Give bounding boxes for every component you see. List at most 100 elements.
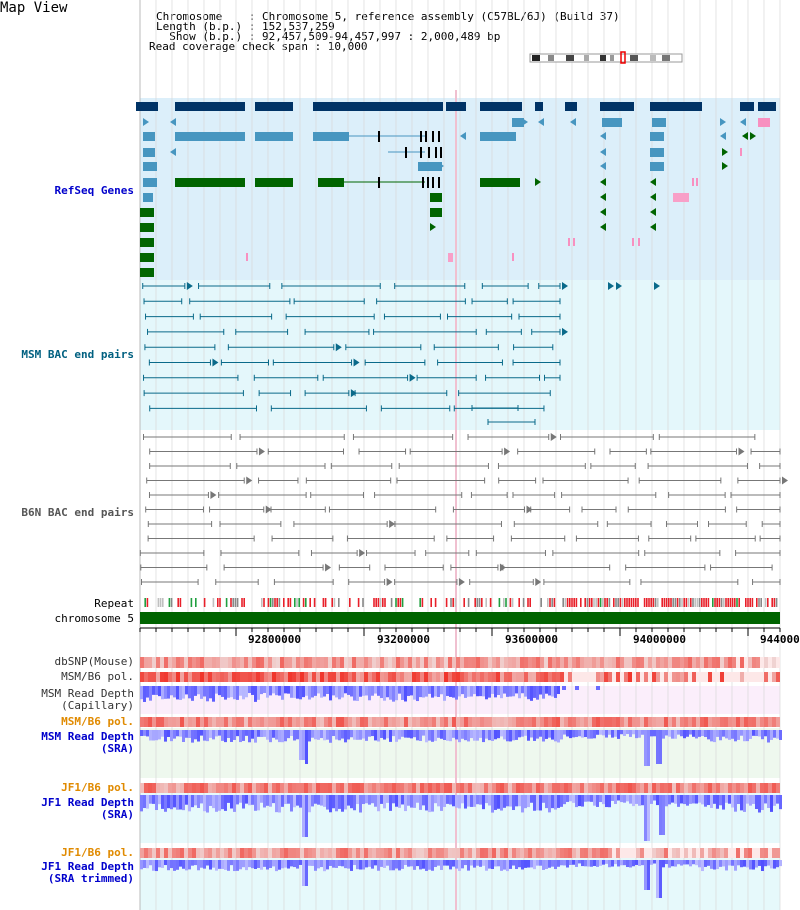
msm-depth-sra-bar <box>350 730 353 738</box>
msm-pol2-cell <box>216 717 220 727</box>
msm-pol-cell <box>528 672 532 682</box>
repeat-element <box>217 598 219 607</box>
msm-depth-sra-bar <box>395 730 398 742</box>
msm-pol2-cell <box>300 717 304 727</box>
jf1-pol-cell <box>404 783 408 793</box>
jf1-depth-trim-bar <box>671 860 674 867</box>
jf1-depth-trim-bar <box>287 860 290 869</box>
msm-depth-sra-bar <box>392 730 395 737</box>
jf1-pol2-cell <box>144 848 148 858</box>
jf1-pol-cell <box>292 783 296 793</box>
msm-pol-cell <box>764 672 768 682</box>
msm-depth-cap-bar <box>434 686 437 697</box>
repeat-element <box>661 598 663 607</box>
msm-pol-cell <box>244 672 248 682</box>
msm-depth-cap-bar <box>245 686 248 698</box>
jf1-depth-sra-bar <box>701 795 704 805</box>
msm-depth-cap-bar <box>317 686 320 694</box>
msm-depth-cap-bar <box>386 686 389 698</box>
jf1-pol-cell <box>636 783 640 793</box>
msm-pol-cell <box>632 672 636 682</box>
jf1-depth-trim-bar <box>611 860 614 867</box>
jf1-pol2-cell <box>372 848 376 858</box>
msm-pol-cell <box>376 672 380 682</box>
dbsnp-cell <box>764 657 768 668</box>
msm-depth-cap-bar <box>329 686 332 701</box>
jf1-pol-cell <box>572 783 576 793</box>
jf1-pol2-cell <box>496 848 500 858</box>
msm-depth-cap-bar <box>524 686 527 697</box>
repeat-element <box>549 598 551 607</box>
jf1-depth-trim-bar <box>662 860 665 868</box>
jf1-pol2-cell <box>608 848 612 858</box>
jf1-depth-sra-bar <box>563 795 566 805</box>
jf1-pol-cell <box>708 783 712 793</box>
dbsnp-cell <box>404 657 408 668</box>
msm-pol-cell <box>492 672 496 682</box>
jf1-depth-sra-bar <box>656 795 659 806</box>
jf1-depth-sra-bar <box>584 795 587 802</box>
dbsnp-cell <box>496 657 500 668</box>
jf1-depth-sra-bar <box>575 795 578 808</box>
jf1-depth-sra-bar <box>623 795 626 803</box>
msm-pol2-cell <box>204 717 208 727</box>
msm-pol2-cell <box>584 717 588 727</box>
dbsnp-cell <box>204 657 208 668</box>
msm-pol2-cell <box>688 717 692 727</box>
msm-pol-cell <box>604 672 608 682</box>
msm-pol2-cell <box>508 717 512 727</box>
gene-exon-tick <box>425 131 427 142</box>
jf1-depth-sra-bar <box>650 795 653 804</box>
msm-pol-cell <box>572 672 576 682</box>
repeat-element <box>261 598 263 607</box>
msm-pol2-cell <box>424 717 428 727</box>
gene-arrow-right <box>359 549 366 557</box>
gene-arrow-right <box>186 282 193 290</box>
msm-depth-cap-bar <box>515 686 518 694</box>
jf1-pol-cell <box>668 783 672 793</box>
msm-pol-cell <box>568 672 572 682</box>
msm-depth-cap-bar <box>170 686 173 696</box>
jf1-pol-cell <box>344 783 348 793</box>
repeat-element <box>775 598 778 607</box>
msm-depth-sra-bar <box>251 730 254 739</box>
msm-pol2-cell <box>636 717 640 727</box>
gene-exon-block <box>136 102 158 111</box>
repeat-element <box>177 598 179 607</box>
dbsnp-cell <box>220 657 224 668</box>
dbsnp-cell <box>492 657 496 668</box>
jf1-depth-trim-bar <box>758 860 761 866</box>
dbsnp-cell <box>400 657 404 668</box>
msm-depth-sra-bar <box>734 730 737 742</box>
jf1-pol2-cell <box>468 848 472 858</box>
jf1-depth-trim-bar <box>656 860 659 898</box>
msm-depth-cap-bar <box>539 686 542 695</box>
msm-depth-cap-bar <box>446 686 449 696</box>
msm-pol-cell <box>668 672 672 682</box>
jf1-depth-sra-bar <box>149 795 152 804</box>
repeat-element <box>608 598 611 607</box>
repeat-element <box>551 598 553 607</box>
jf1-depth-sra-bar <box>518 795 521 807</box>
gene-exon-block <box>143 178 157 187</box>
jf1-depth-sra-bar <box>419 795 422 810</box>
msm-pol2-cell <box>184 717 188 727</box>
msm-pol-cell <box>436 672 440 682</box>
msm-depth-cap-bar <box>401 686 404 700</box>
msm-depth-sra-bar <box>533 730 536 741</box>
jf1-pol2-cell <box>444 848 448 858</box>
msm-pol2-cell <box>452 717 456 727</box>
msm-depth-sra-bar <box>176 730 179 737</box>
msm-depth-sra-bar <box>557 730 560 743</box>
dbsnp-cell <box>664 657 668 668</box>
msm-depth-cap-bar <box>476 686 479 697</box>
msm-depth-cap-bar <box>422 686 425 698</box>
msm-pol-cell <box>712 672 716 682</box>
jf1-pol-cell <box>728 783 732 793</box>
msm-pol-cell <box>552 672 556 682</box>
jf1-pol2-cell <box>440 848 444 858</box>
jf1-pol2-cell <box>332 848 336 858</box>
msm-depth-sra-bar <box>203 730 206 741</box>
jf1-pol2-cell <box>348 848 352 858</box>
